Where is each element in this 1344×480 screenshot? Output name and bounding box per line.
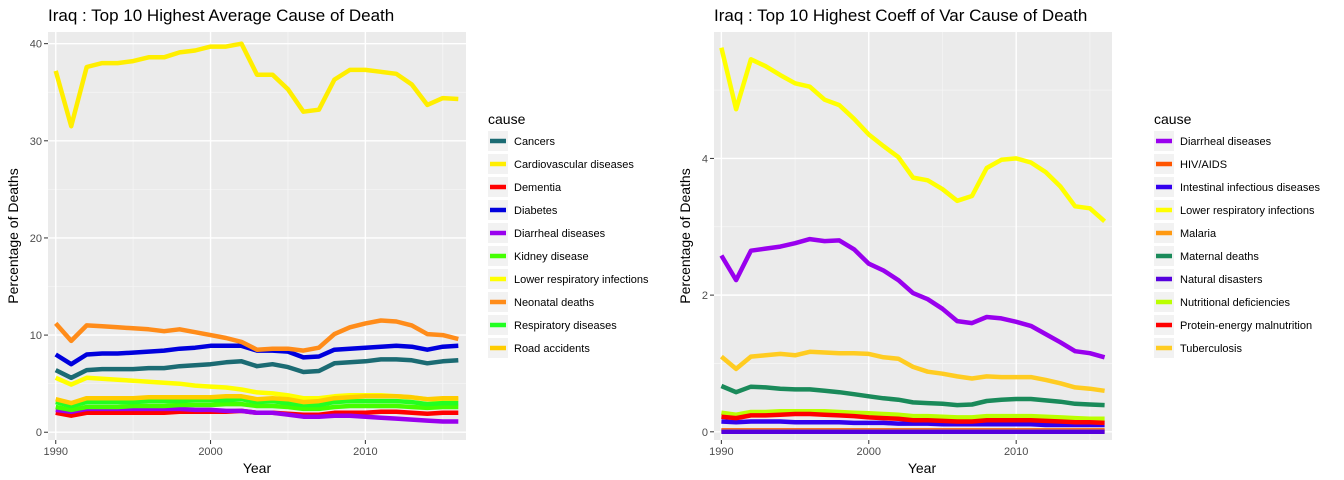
right-series-line-5 — [720, 383, 1105, 408]
left-series-line-5 — [55, 401, 459, 413]
left-legend-label: Diabetes — [514, 205, 558, 217]
right-ticks: 0 2 4 1990 2000 2010 — [702, 153, 1029, 458]
left-series-line-0 — [54, 357, 459, 381]
right-legend-label: Tuberculosis — [1180, 343, 1242, 355]
right-grid — [714, 32, 1112, 440]
right-legend-label: Diarrheal diseases — [1180, 136, 1272, 148]
left-series-line-7 — [54, 318, 459, 353]
right-x-tick-label: 1990 — [709, 446, 733, 458]
right-legend-label: HIV/AIDS — [1180, 159, 1227, 171]
right-legend-label: Maternal deaths — [1180, 251, 1259, 263]
left-legend-label: Cardiovascular diseases — [514, 159, 634, 171]
right-legend-label: Malaria — [1180, 228, 1217, 240]
right-series-line-8 — [721, 411, 1105, 426]
right-legend-title: cause — [1154, 111, 1192, 127]
left-legend-label: Lower respiratory infections — [514, 274, 649, 286]
right-series-line-2 — [721, 419, 1105, 428]
left-series-line-1 — [53, 41, 459, 129]
right-series-group — [719, 47, 1107, 435]
right-legend-label: Protein-energy malnutrition — [1180, 320, 1312, 332]
left-ticks: 0 10 20 30 40 1990 2000 2010 — [30, 39, 378, 458]
right-series-line-9 — [719, 349, 1105, 394]
right-y-axis-label: Percentage of Deaths — [677, 168, 693, 303]
right-chart-svg: Iraq : Top 10 Highest Coeff of Var Cause… — [672, 0, 1344, 480]
right-series-line-3 — [719, 47, 1107, 223]
left-series-line-8 — [55, 396, 459, 409]
left-legend-label: Neonatal deaths — [514, 297, 595, 309]
right-legend-label: Lower respiratory infections — [1180, 205, 1315, 217]
left-x-tick-label: 1990 — [43, 446, 67, 458]
left-legend-label: Respiratory diseases — [514, 320, 617, 332]
left-chart: Iraq : Top 10 Highest Average Cause of D… — [5, 6, 650, 476]
right-legend: cause Diarrheal diseases HIV/AIDS Intestin… — [1154, 111, 1321, 358]
left-x-tick-label: 2000 — [198, 446, 222, 458]
right-y-tick-label: 4 — [702, 153, 708, 165]
left-plot-panel — [48, 32, 466, 440]
right-y-tick-label: 0 — [702, 427, 708, 439]
right-legend-label: Nutritional deficiencies — [1180, 297, 1291, 309]
left-legend-label: Diarrheal diseases — [514, 228, 606, 240]
left-series-line-9 — [55, 394, 459, 406]
left-y-tick-label: 10 — [30, 330, 42, 342]
right-legend-label: Intestinal infectious diseases — [1180, 182, 1321, 194]
left-y-tick-label: 0 — [36, 427, 42, 439]
left-chart-svg: Iraq : Top 10 Highest Average Cause of D… — [5, 6, 650, 476]
right-legend-label: Natural disasters — [1180, 274, 1263, 286]
left-chart-title: Iraq : Top 10 Highest Average Cause of D… — [48, 6, 394, 25]
left-grid — [48, 32, 466, 440]
left-y-tick-label: 20 — [30, 233, 42, 245]
left-legend-label: Kidney disease — [514, 251, 589, 263]
right-chart: Iraq : Top 10 Highest Coeff of Var Cause… — [672, 0, 1344, 480]
left-legend-label: Road accidents — [514, 343, 590, 355]
right-x-axis-label: Year — [908, 460, 937, 476]
left-y-axis-label: Percentage of Deaths — [5, 168, 21, 303]
right-x-tick-label: 2010 — [1004, 446, 1028, 458]
right-x-tick-label: 2000 — [857, 446, 881, 458]
left-legend-title: cause — [488, 111, 526, 127]
left-series-group — [53, 41, 459, 424]
right-chart-title: Iraq : Top 10 Highest Coeff of Var Cause… — [714, 6, 1087, 25]
left-x-axis-label: Year — [243, 460, 272, 476]
right-series-line-0 — [719, 236, 1106, 360]
right-plot-panel — [714, 32, 1112, 440]
right-series-line-7 — [721, 409, 1105, 422]
left-legend-label: Dementia — [514, 182, 562, 194]
left-legend: cause Cancers Cardiovascular diseases Deme… — [488, 111, 649, 358]
left-legend-label: Cancers — [514, 136, 555, 148]
right-y-tick-label: 2 — [702, 290, 708, 302]
left-x-tick-label: 2010 — [353, 446, 377, 458]
left-y-tick-label: 30 — [30, 136, 42, 148]
left-y-tick-label: 40 — [30, 39, 42, 51]
